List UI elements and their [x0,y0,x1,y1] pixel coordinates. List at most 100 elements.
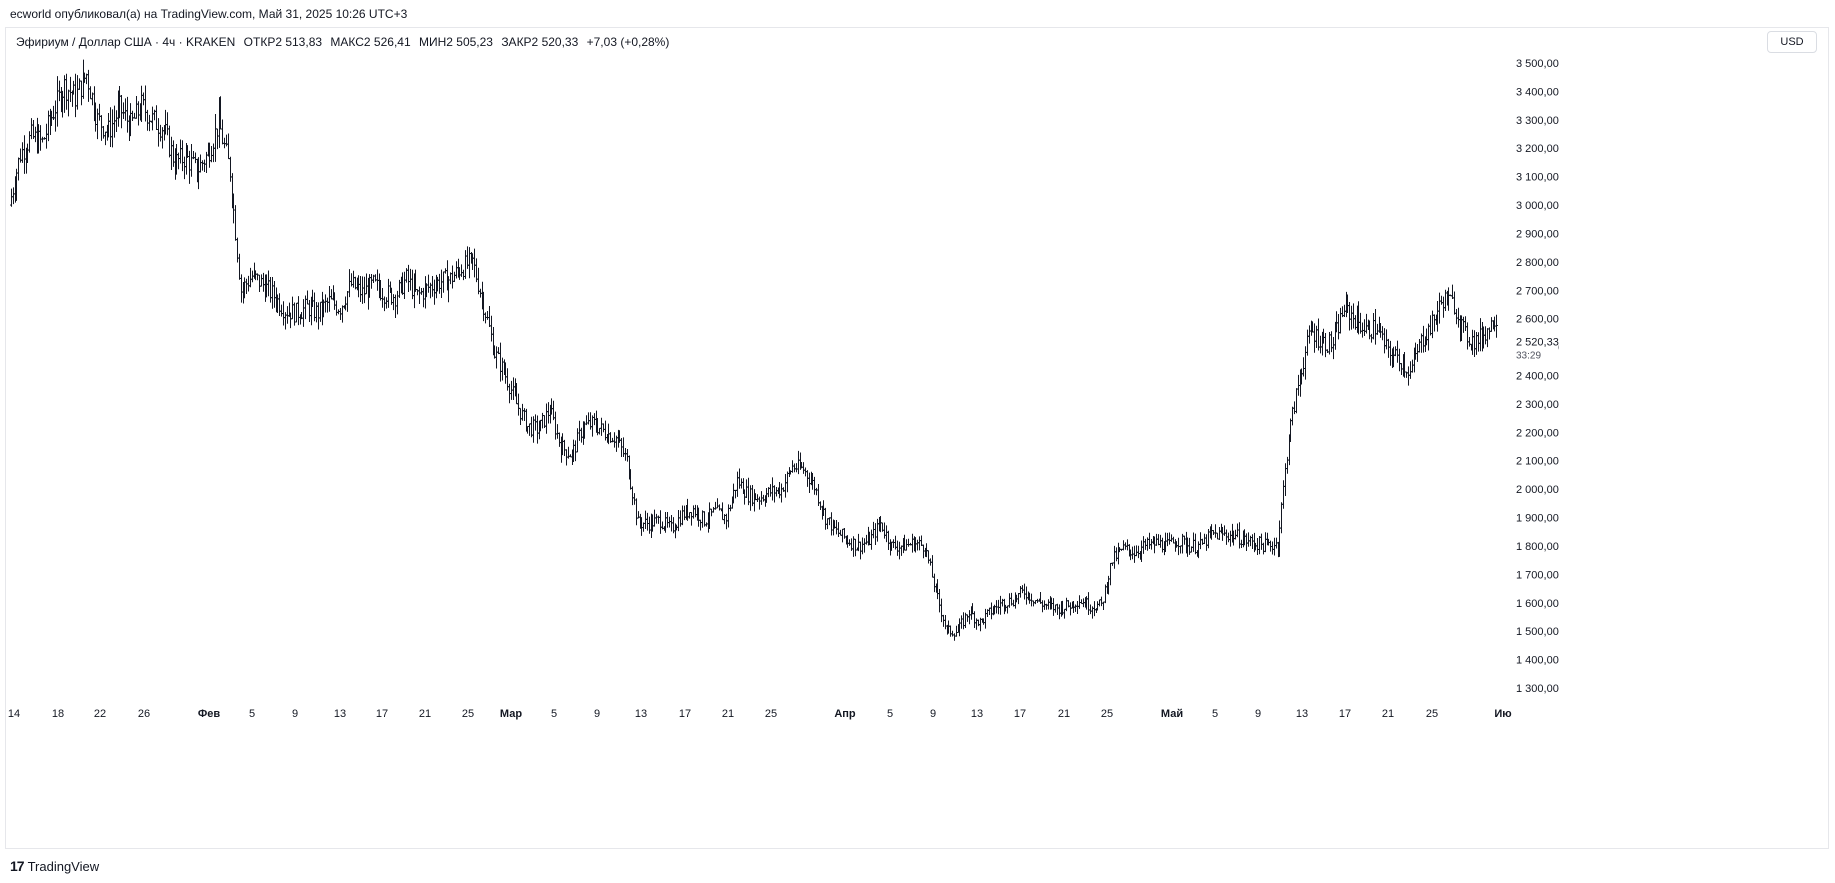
ohlc-bar [1280,502,1283,534]
x-tick-label: 13 [971,708,983,720]
ohlc-bar [1420,333,1423,353]
ohlc-bar [519,407,522,426]
ohlc-bar [157,118,160,147]
ohlc-bar [701,510,704,528]
ohlc-bar [1332,337,1335,360]
ohlc-bar [236,237,239,263]
x-tick-label: 25 [462,708,474,720]
ohlc-bar [1251,534,1254,549]
ohlc-bar [267,270,270,297]
ohlc-bar [558,432,561,447]
ohlc-bar [1348,301,1351,331]
ohlc-bar [1054,604,1057,613]
ohlc-bar [1422,325,1425,353]
ohlc-bar [635,498,638,526]
ohlc-bar [1203,533,1206,544]
ohlc-bar [918,536,921,551]
ohlc-bar [655,513,658,524]
ohlc-bar [563,439,566,457]
ohlc-bar [181,140,184,172]
ohlc-bar [210,145,213,163]
ohlc-bar [199,154,202,173]
ohlc-bar [727,504,730,528]
ohlc-bar [1025,586,1028,605]
x-tick-label: Ию [1494,708,1511,720]
ohlc-bar [352,270,355,288]
y-tick-label: 1 700,00 [1516,569,1559,581]
ohlc-bar [1490,317,1493,332]
ohlc-bar [1117,542,1120,565]
ohlc-bar [1056,603,1059,615]
ohlc-bar [89,86,92,100]
ohlc-bar [348,269,351,298]
ohlc-bar [1352,303,1355,329]
ohlc-bar [203,159,206,172]
ohlc-bar [960,615,963,629]
symbol-name[interactable]: Эфириум / Доллар США · 4ч · KRAKEN [16,35,236,49]
x-tick-label: 21 [722,708,734,720]
ohlc-bar [433,279,436,305]
ohlc-bar [771,477,774,501]
ohlc-bar [506,368,509,391]
ohlc-bar [835,519,838,535]
ohlc-bar [1065,597,1068,612]
ohlc-bar [291,296,294,320]
ohlc-bar [442,271,445,293]
ohlc-bar [694,504,697,518]
ohlc-bar [260,274,263,287]
ohlc-bar [238,253,241,280]
ohlc-bars [10,59,1498,641]
ohlc-bar [602,423,605,433]
ohlc-bar [1157,534,1160,546]
ohlc-bar [159,124,162,142]
ohlc-bar [1466,322,1469,350]
y-tick-label: 1 500,00 [1516,626,1559,638]
ohlc-bar [681,505,684,526]
ohlc-bar [797,450,800,475]
ohlc-bar [56,76,59,127]
ohlc-bar [1479,318,1482,352]
time-axis[interactable]: 14 18 22 26 Фев 5 9 13 17 21 25 Мар 5 9 13 17 21 25 Апр 5 9 1… [8,708,1512,720]
ohlc-bar [1363,319,1366,336]
tradingview-logo[interactable]: 17 TradingView [10,858,99,874]
ohlc-bar [688,512,691,519]
ohlc-bar [67,89,70,117]
ohlc-bar [1052,598,1055,616]
y-tick-label: 2 200,00 [1516,427,1559,439]
ohlc-bar [1155,533,1158,546]
ohlc-bar [142,92,145,106]
ohlc-bar [1396,340,1399,363]
ohlc-bar [212,143,215,163]
ohlc-bar [392,294,395,311]
currency-button[interactable]: USD [1767,31,1817,53]
ohlc-bar [949,625,952,637]
ohlc-bar [1115,547,1118,562]
ohlc-bar [135,95,138,119]
ohlc-bar [1394,346,1397,357]
price-axis[interactable]: 1 300,00 1 400,00 1 500,00 1 600,00 1 700,00… [1516,58,1559,695]
ohlc-bar [12,187,15,205]
ohlc-bar [1359,312,1362,334]
ohlc-bar [966,614,969,622]
ohlc-bar [1455,308,1458,325]
x-tick-label: 17 [679,708,691,720]
ohlc-bar [229,156,232,182]
ohlc-bar [659,510,662,534]
ohlc-bar [887,530,890,551]
ohlc-bar [440,269,443,299]
ohlc-bar [96,108,99,140]
ohlc-bar [1462,316,1465,333]
ohlc-bar [1473,330,1476,357]
ohlc-bar [328,286,331,312]
y-tick-label: 2 100,00 [1516,456,1559,468]
x-tick-label: 17 [1339,708,1351,720]
ohlc-bar [1418,338,1421,353]
ohlc-bar [786,471,789,493]
ohlc-bar [330,289,333,300]
ohlc-bar [69,76,72,103]
ohlc-bar [464,250,467,279]
ohlc-bar [1069,602,1072,616]
ohlc-bar [721,502,724,521]
ohlc-bar [172,140,175,167]
